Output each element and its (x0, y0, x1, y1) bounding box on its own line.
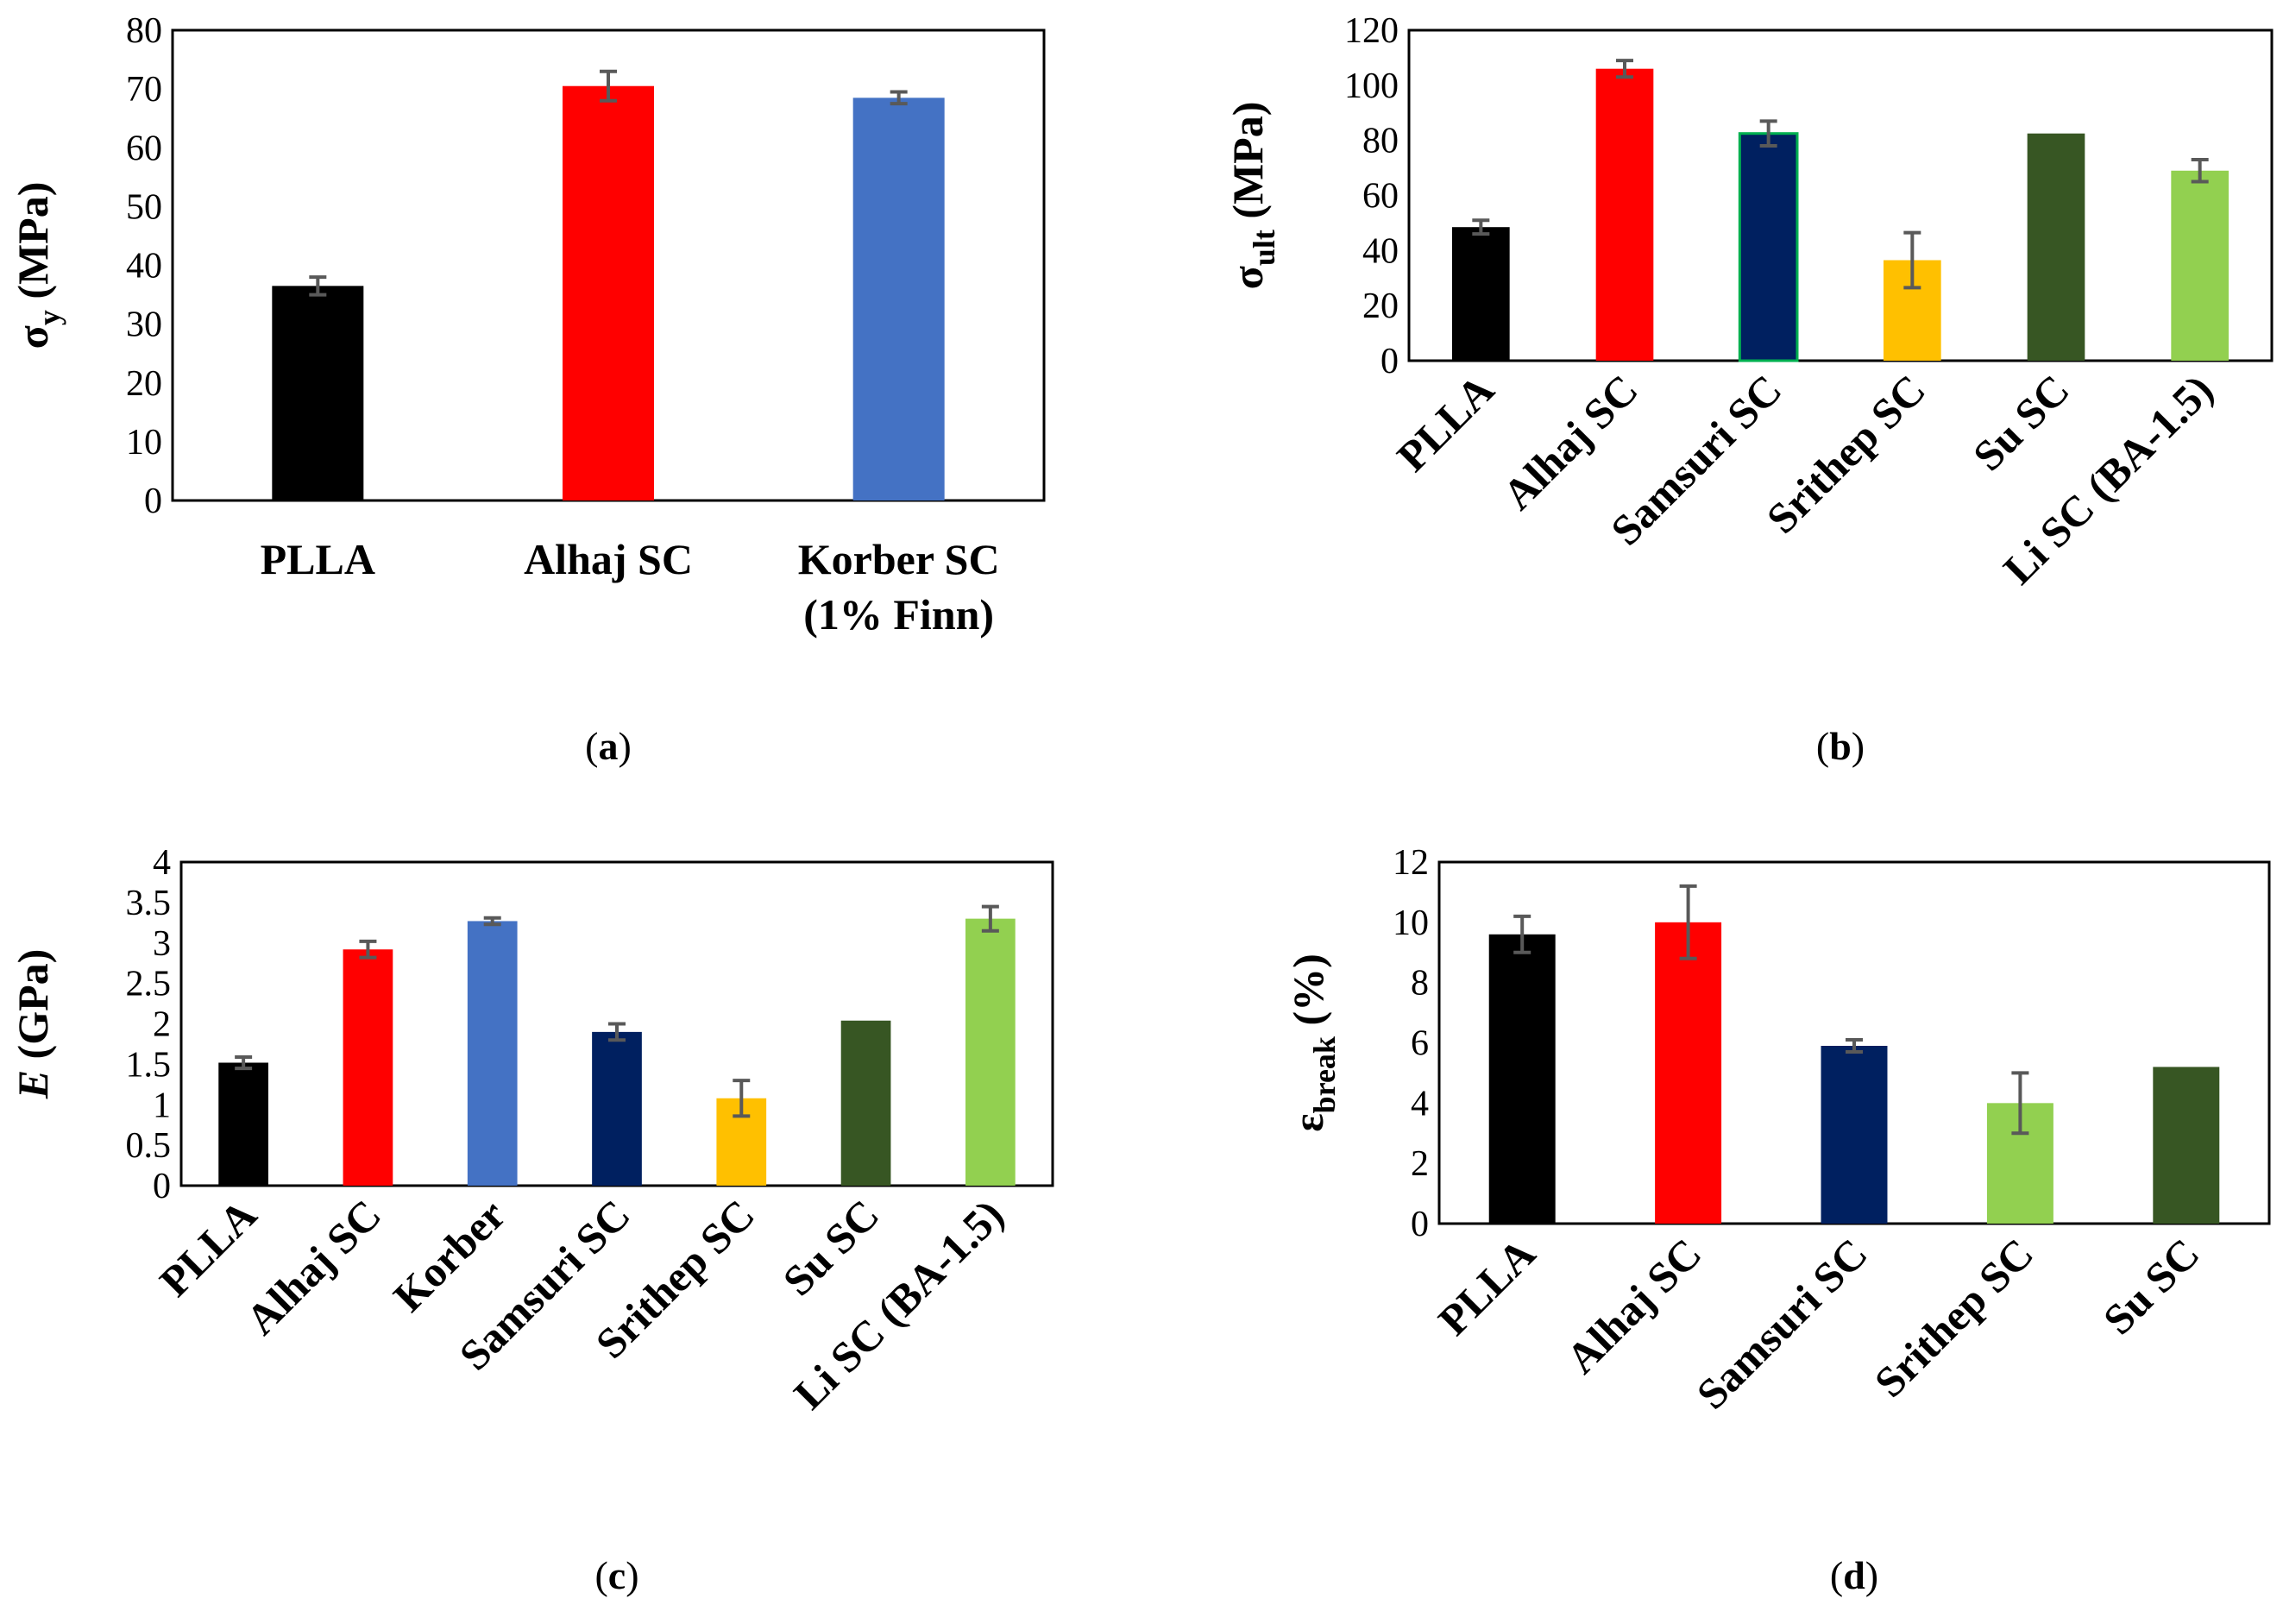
panel-label: (b) (1816, 724, 1865, 768)
y-tick-label: 70 (126, 70, 162, 110)
x-category-label: Alhaj SC (524, 535, 693, 583)
y-tick-label: 3.5 (126, 884, 172, 923)
y-tick-label: 20 (126, 364, 162, 404)
bar-su-sc (841, 1021, 891, 1186)
y-tick-label: 4 (1411, 1084, 1429, 1124)
y-tick-label: 60 (1362, 177, 1399, 217)
y-tick-label: 40 (1362, 231, 1399, 271)
y-tick-label: 2 (153, 1005, 171, 1045)
x-category-label: Alhaj SC (1494, 365, 1647, 519)
y-tick-label: 100 (1344, 66, 1399, 106)
y-tick-label: 3 (153, 924, 171, 964)
bar-alhaj-sc (343, 949, 393, 1186)
panel-label: (d) (1830, 1553, 1878, 1597)
y-tick-label: 80 (126, 11, 162, 51)
bar-plla (1489, 935, 1556, 1224)
plot-frame (1409, 30, 2272, 361)
bar-alhaj-sc (563, 86, 654, 500)
bar-samsuri-sc (1821, 1046, 1888, 1224)
y-tick-label: 1 (153, 1086, 171, 1125)
panel-label: (c) (594, 1553, 638, 1597)
x-category-label: PLLA (1429, 1229, 1544, 1344)
bar-plla (218, 1063, 268, 1187)
y-axis-label: σy (MPa) (9, 182, 66, 349)
y-tick-label: 60 (126, 129, 162, 168)
panel-label: (a) (585, 724, 632, 768)
bar-samsuri-sc (592, 1032, 642, 1186)
y-tick-label: 80 (1362, 122, 1399, 161)
x-category-label: Su SC (773, 1190, 888, 1305)
y-tick-label: 40 (126, 247, 162, 286)
bar-plla (1452, 227, 1510, 361)
x-category-label: Srithep SC (1865, 1229, 2043, 1407)
y-tick-label: 2.5 (126, 965, 172, 1004)
y-tick-label: 120 (1344, 11, 1399, 51)
x-category-label: Korber SC (1% Finn) (798, 535, 1000, 639)
y-tick-label: 12 (1393, 843, 1429, 883)
y-tick-label: 8 (1411, 964, 1429, 1004)
bar-korber (468, 921, 518, 1186)
y-tick-label: 10 (126, 423, 162, 463)
y-tick-label: 10 (1393, 903, 1429, 943)
y-tick-label: 0 (1380, 342, 1399, 381)
y-tick-label: 1.5 (126, 1045, 172, 1085)
bar-plla (272, 286, 363, 500)
chart-panel-a: 0 10 20 30 40 50 60 70 80 σy (MPa) PLLA Alhaj SC Kor… (0, 0, 1142, 812)
y-tick-label: 0 (1411, 1205, 1429, 1244)
y-tick-label: 50 (126, 187, 162, 227)
x-category-label: PLLA (150, 1190, 266, 1306)
bar-li-sc-ba-1-5- (965, 919, 1016, 1186)
x-category-label: Alhaj SC (236, 1190, 390, 1344)
x-category-label: Su SC (1964, 365, 2079, 480)
y-axis-label: E (GPa) (9, 949, 57, 1100)
x-category-label: PLLA (261, 535, 375, 583)
bar-alhaj-sc (1596, 69, 1654, 361)
bar-su-sc (2028, 134, 2085, 361)
y-tick-label: 0 (144, 482, 162, 521)
x-category-label: PLLA (1387, 365, 1503, 481)
y-tick-label: 0.5 (126, 1126, 172, 1166)
x-category-label: Srithep SC (1758, 365, 1935, 543)
y-tick-label: 6 (1411, 1024, 1429, 1064)
y-tick-label: 20 (1362, 286, 1399, 326)
y-tick-label: 2 (1411, 1144, 1429, 1184)
y-tick-label: 4 (153, 843, 171, 883)
x-category-label: Samsuri SC (1687, 1229, 1876, 1418)
bar-samsuri-sc (1739, 134, 1797, 361)
bar-su-sc (2153, 1067, 2219, 1224)
y-tick-label: 30 (126, 305, 162, 345)
bar-alhaj-sc (1655, 922, 1721, 1224)
bar-korber-sc (853, 98, 945, 500)
y-axis-label: εbreak (%) (1284, 954, 1342, 1132)
y-tick-label: 0 (153, 1167, 171, 1206)
bar-li-sc-ba-1-5- (2171, 171, 2229, 361)
x-category-label: Alhaj SC (1557, 1229, 1710, 1382)
y-axis-label: σult (MPa) (1223, 102, 1281, 290)
x-category-label: Su SC (2094, 1229, 2209, 1344)
